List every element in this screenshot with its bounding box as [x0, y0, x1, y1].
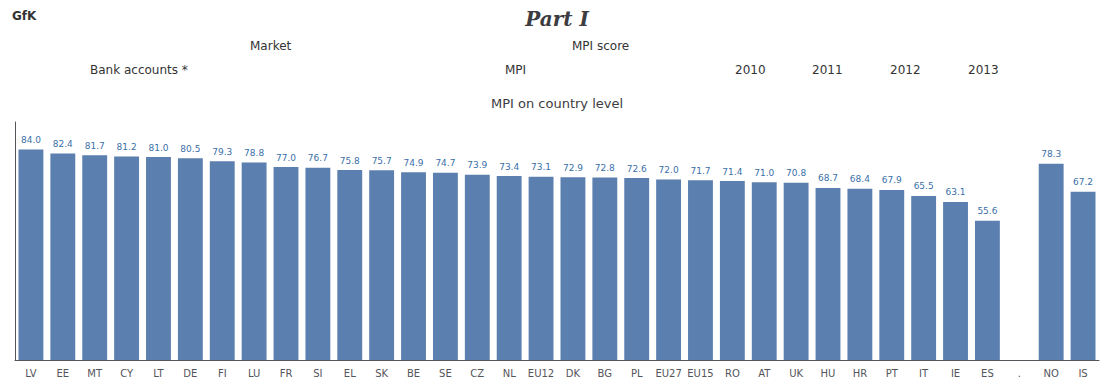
- svg-text:CZ: CZ: [470, 368, 484, 379]
- svg-text:55.6: 55.6: [977, 206, 997, 216]
- svg-text:SK: SK: [375, 368, 388, 379]
- svg-text:PL: PL: [631, 368, 643, 379]
- svg-text:70.8: 70.8: [786, 168, 806, 178]
- svg-text:73.4: 73.4: [499, 162, 519, 172]
- svg-text:81.7: 81.7: [85, 141, 105, 151]
- svg-text:IS: IS: [1078, 368, 1087, 379]
- svg-text:Bank accounts *: Bank accounts *: [90, 63, 188, 77]
- svg-text:HR: HR: [853, 368, 868, 379]
- svg-text:Market: Market: [250, 39, 292, 53]
- svg-text:72.0: 72.0: [659, 165, 679, 175]
- svg-text:HU: HU: [821, 368, 836, 379]
- svg-text:74.7: 74.7: [435, 158, 455, 168]
- svg-text:LT: LT: [153, 368, 164, 379]
- svg-text:80.5: 80.5: [180, 144, 200, 154]
- svg-text:2012: 2012: [890, 63, 921, 77]
- svg-text:81.0: 81.0: [148, 143, 168, 153]
- svg-text:FI: FI: [218, 368, 227, 379]
- svg-text:67.2: 67.2: [1073, 177, 1093, 187]
- svg-text:FR: FR: [280, 368, 293, 379]
- svg-text:LV: LV: [25, 368, 36, 379]
- svg-text:78.8: 78.8: [244, 148, 264, 158]
- svg-text:77.0: 77.0: [276, 153, 296, 163]
- svg-text:PT: PT: [886, 368, 899, 379]
- svg-text:68.7: 68.7: [818, 173, 838, 183]
- svg-text:EU27: EU27: [655, 368, 681, 379]
- svg-text:MPI score: MPI score: [572, 39, 629, 53]
- svg-text:71.0: 71.0: [754, 168, 774, 178]
- svg-text:ES: ES: [981, 368, 994, 379]
- svg-text:UK: UK: [789, 368, 803, 379]
- svg-text:IT: IT: [919, 368, 929, 379]
- svg-text:67.9: 67.9: [882, 175, 902, 185]
- svg-text:LU: LU: [248, 368, 260, 379]
- svg-text:EU15: EU15: [687, 368, 713, 379]
- svg-text:EL: EL: [344, 368, 356, 379]
- svg-text:65.5: 65.5: [914, 181, 934, 191]
- svg-text:EU12: EU12: [528, 368, 554, 379]
- svg-text:DK: DK: [566, 368, 581, 379]
- svg-text:SI: SI: [313, 368, 322, 379]
- svg-text:79.3: 79.3: [212, 147, 232, 157]
- svg-text:75.8: 75.8: [340, 156, 360, 166]
- svg-text:BE: BE: [407, 368, 420, 379]
- svg-text:75.7: 75.7: [372, 156, 392, 166]
- svg-text:63.1: 63.1: [946, 187, 966, 197]
- svg-text:72.9: 72.9: [563, 163, 583, 173]
- svg-text:Part I: Part I: [524, 7, 589, 31]
- svg-text:73.1: 73.1: [531, 162, 551, 172]
- svg-text:AT: AT: [758, 368, 771, 379]
- svg-text:DE: DE: [183, 368, 197, 379]
- svg-text:SE: SE: [439, 368, 452, 379]
- svg-text:74.9: 74.9: [404, 158, 424, 168]
- svg-text:GfK: GfK: [12, 9, 37, 23]
- svg-text:2011: 2011: [812, 63, 843, 77]
- svg-text:.: .: [1018, 368, 1021, 379]
- svg-text:MPI on country level: MPI on country level: [491, 96, 623, 111]
- svg-text:82.4: 82.4: [53, 139, 73, 149]
- svg-text:84.0: 84.0: [21, 135, 41, 145]
- svg-text:78.3: 78.3: [1041, 149, 1061, 159]
- svg-text:BG: BG: [598, 368, 612, 379]
- svg-text:76.7: 76.7: [308, 153, 328, 163]
- svg-text:73.9: 73.9: [467, 160, 487, 170]
- svg-text:81.2: 81.2: [117, 142, 137, 152]
- svg-text:71.7: 71.7: [690, 166, 710, 176]
- svg-text:68.4: 68.4: [850, 174, 870, 184]
- svg-text:72.8: 72.8: [595, 163, 615, 173]
- svg-text:2010: 2010: [735, 63, 766, 77]
- svg-text:2013: 2013: [968, 63, 999, 77]
- svg-text:72.6: 72.6: [627, 164, 647, 174]
- svg-text:MT: MT: [87, 368, 103, 379]
- svg-text:EE: EE: [57, 368, 70, 379]
- svg-text:MPI: MPI: [505, 63, 526, 77]
- svg-text:NO: NO: [1043, 368, 1058, 379]
- svg-text:CY: CY: [120, 368, 134, 379]
- svg-text:71.4: 71.4: [722, 167, 742, 177]
- svg-text:RO: RO: [725, 368, 740, 379]
- svg-text:NL: NL: [503, 368, 516, 379]
- svg-text:IE: IE: [951, 368, 960, 379]
